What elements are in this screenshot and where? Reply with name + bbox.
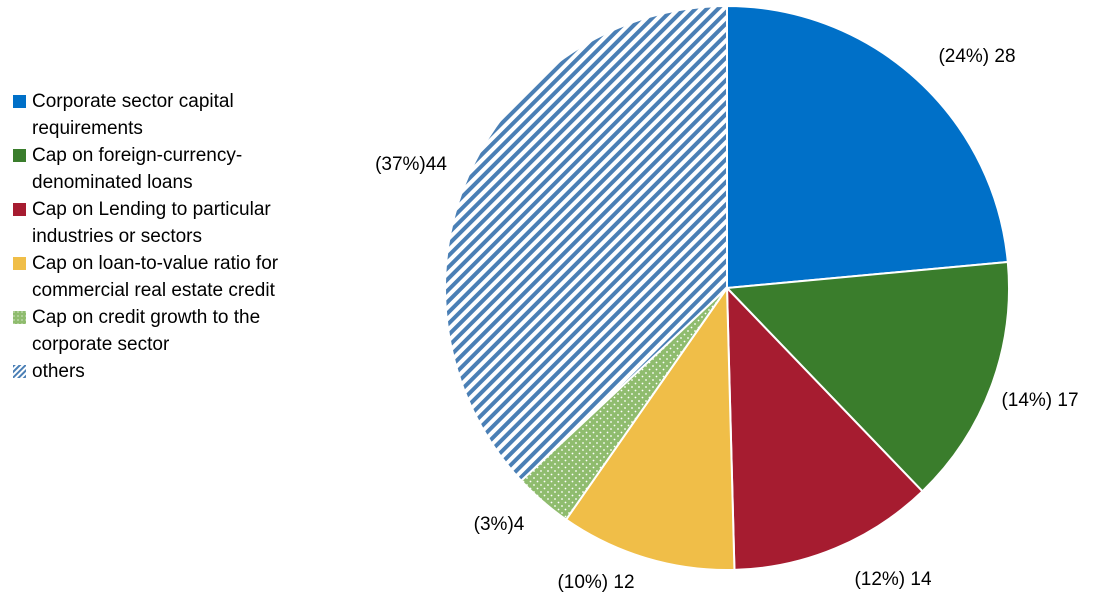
legend-label-line: requirements xyxy=(32,118,143,139)
pie-data-labels: (24%) 28 (14%) 17 (12%) 14 (10%) 12 (3%)4 (37… xyxy=(375,46,1078,593)
pie-slice-cap-on-lending-to-particular-industries-or-sectors xyxy=(725,285,924,571)
legend-label-line: Cap on credit growth to the xyxy=(32,307,261,328)
legend-label-line: others xyxy=(32,361,85,382)
legend-item-cap-on-lending-to-particular-industries-or-sectors: Cap on Lending to particular industries o… xyxy=(12,196,362,250)
legend-swatch xyxy=(13,95,26,108)
data-label-cap-on-credit-growth-to-the-corporate-sector: (3%)4 xyxy=(474,514,525,535)
legend-item-cap-on-credit-growth-to-the-corporate-sector: Cap on credit growth to the corporate sec… xyxy=(12,304,362,358)
legend-item-others: others xyxy=(12,358,362,385)
legend-label-line: corporate sector xyxy=(32,334,170,355)
data-label-cap-on-lending-to-particular-industries-or-sectors: (12%) 14 xyxy=(854,569,932,590)
legend-item-corporate-sector-capital-requirements: Corporate sector capital requirements xyxy=(12,88,362,142)
pie-slice-cap-on-loan-to-value-ratio-for-commercial-real-estate-credit xyxy=(564,284,736,571)
legend-label-line: Cap on Lending to particular xyxy=(32,199,271,220)
legend-swatch xyxy=(13,149,26,162)
data-label-cap-on-loan-to-value-ratio-for-commercial-real-estate-credit: (10%) 12 xyxy=(557,572,634,593)
pie-slice-others xyxy=(444,4,728,483)
pie-slices xyxy=(444,4,1011,571)
data-label-corporate-sector-capital-requirements: (24%) 28 xyxy=(938,46,1015,67)
legend-swatch xyxy=(13,311,26,324)
pie-slice-cap-on-foreign-currency-denominated-loans xyxy=(724,260,1011,493)
legend-label-line: Cap on loan-to-value ratio for xyxy=(32,253,279,274)
legend-label-line: Corporate sector capital xyxy=(32,91,234,112)
legend-swatch xyxy=(13,203,26,216)
legend-label-line: industries or sectors xyxy=(32,226,203,247)
legend-swatch xyxy=(13,257,26,270)
data-label-others: (37%)44 xyxy=(375,154,447,175)
legend-label-line: commercial real estate credit xyxy=(32,280,275,301)
legend-label-line: Cap on foreign-currency- xyxy=(32,145,243,166)
data-label-cap-on-foreign-currency-denominated-loans: (14%) 17 xyxy=(1001,390,1078,411)
pie-slice-corporate-sector-capital-requirements xyxy=(726,4,1009,290)
legend-swatch xyxy=(13,365,26,378)
legend-item-cap-on-foreign-currency-denominated-loans: Cap on foreign-currency-denominated loan… xyxy=(12,142,362,196)
legend-item-cap-on-loan-to-value-ratio-for-commercial-real-estate-credit: Cap on loan-to-value ratio for commercial… xyxy=(12,250,362,304)
legend-label-line: denominated loans xyxy=(32,172,193,193)
chart-legend: Corporate sector capital requirements Cap … xyxy=(12,88,362,385)
